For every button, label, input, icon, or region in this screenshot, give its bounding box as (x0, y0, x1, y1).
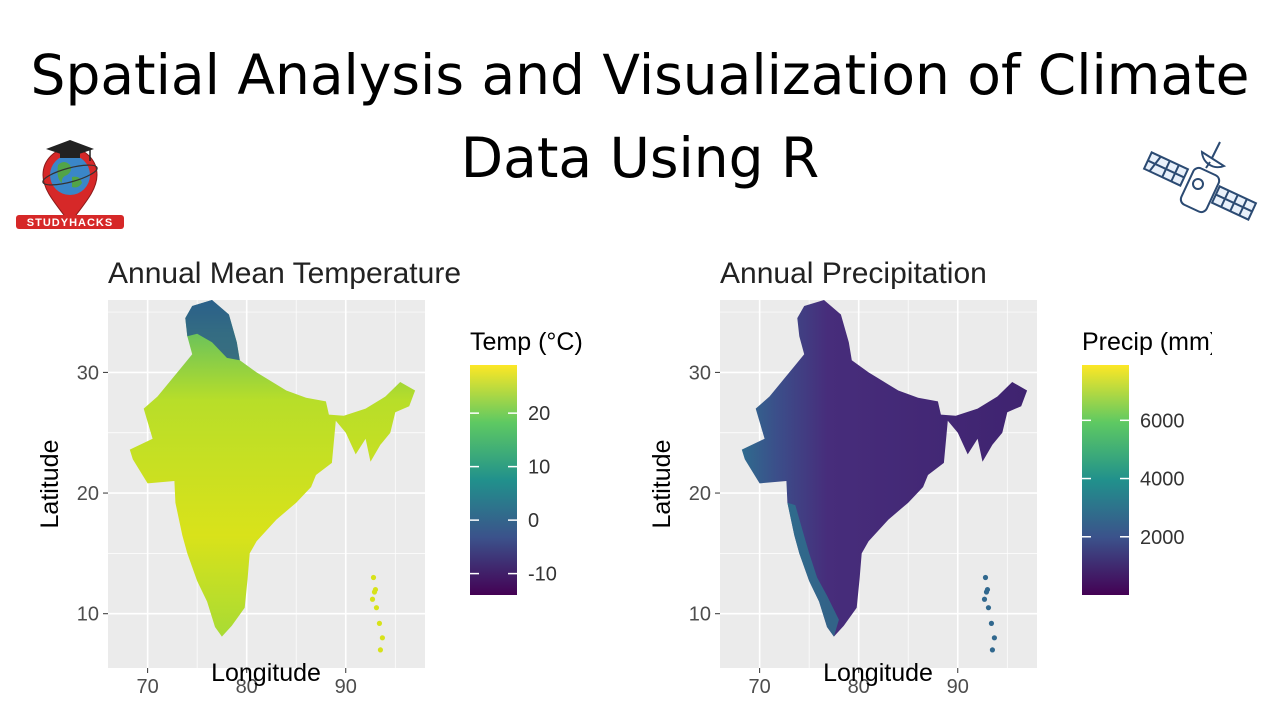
legend-tick-label: 6000 (1140, 410, 1185, 432)
chart-title: Annual Mean Temperature (108, 257, 461, 290)
legend-tick-label: 4000 (1140, 469, 1185, 491)
studyhacks-logo: STUDYHACKS (16, 140, 124, 229)
india-precipitation-map (741, 300, 1028, 637)
island-marks (981, 574, 998, 653)
x-tick-label: 90 (335, 676, 357, 698)
slide-title-line-1: Spatial Analysis and Visualization of Cl… (30, 43, 1250, 107)
legend-tick-label: 10 (528, 457, 550, 479)
island-mark (371, 589, 378, 595)
island-mark (982, 574, 989, 581)
y-axis-label: Latitude (648, 440, 676, 529)
precipitation-chart: Annual Precipitation 70 80 90 10 20 30 Longit… (648, 257, 1212, 698)
temperature-chart: Annual Mean Temperature 70 80 90 10 20 30 Lon… (36, 257, 583, 698)
legend-title: Precip (mm) (1082, 328, 1212, 356)
legend-tick-label: 20 (528, 403, 550, 425)
x-tick-label: 80 (236, 676, 258, 698)
island-mark (379, 635, 386, 641)
india-temperature-map (129, 300, 416, 637)
island-mark (369, 596, 376, 602)
legend-colorbar (470, 365, 517, 595)
island-mark (988, 620, 995, 626)
x-axis-label: Longitude (823, 659, 933, 687)
y-tick-label: 20 (77, 483, 99, 505)
x-tick-label: 70 (137, 676, 159, 698)
chart-title: Annual Precipitation (720, 257, 987, 290)
y-tick-label: 10 (689, 604, 711, 626)
island-mark (377, 647, 384, 653)
graduation-cap-globe-pin-icon (42, 140, 98, 224)
island-mark (985, 605, 992, 611)
himalaya-cold-region (185, 300, 240, 361)
island-mark (981, 596, 988, 602)
legend-tick-label: 0 (528, 510, 539, 532)
y-tick-label: 20 (689, 483, 711, 505)
x-axis-label: Longitude (211, 659, 321, 687)
island-marks (369, 574, 386, 653)
legend-tick-label: -10 (528, 564, 557, 586)
legend-title: Temp (°C) (470, 328, 583, 356)
island-mark (983, 589, 990, 595)
logo-text: STUDYHACKS (27, 217, 113, 229)
x-tick-label: 80 (848, 676, 870, 698)
island-mark (991, 635, 998, 641)
y-tick-label: 10 (77, 604, 99, 626)
western-ghats-wet-region (787, 502, 839, 637)
y-tick-label: 30 (689, 362, 711, 384)
slide-title-line-2: Data Using R (460, 126, 820, 190)
island-mark (370, 574, 377, 581)
island-mark (376, 620, 383, 626)
y-tick-label: 30 (77, 362, 99, 384)
satellite-icon (1142, 141, 1258, 221)
island-mark (373, 605, 380, 611)
y-axis-label: Latitude (36, 440, 64, 529)
island-mark (989, 647, 996, 653)
legend-colorbar (1082, 365, 1129, 595)
x-tick-label: 90 (947, 676, 969, 698)
x-tick-label: 70 (749, 676, 771, 698)
legend-tick-label: 2000 (1140, 527, 1185, 549)
